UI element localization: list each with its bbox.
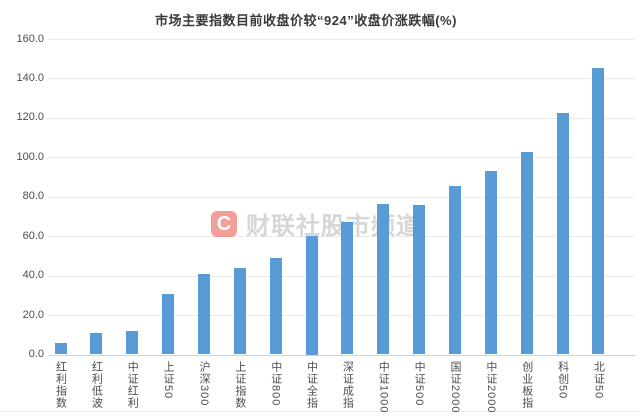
y-axis-tick-label: 100.0	[16, 150, 44, 163]
watermark-text: 财联社股市频道	[246, 213, 421, 240]
bar	[305, 236, 318, 355]
x-axis-label: 深证成指	[341, 360, 354, 409]
bar	[449, 185, 462, 355]
bar	[197, 273, 210, 355]
x-axis-label: 红利指数	[54, 360, 67, 409]
gridline	[48, 39, 635, 40]
bar	[162, 294, 175, 355]
bar	[90, 333, 103, 355]
bar	[520, 151, 533, 355]
gridline	[48, 196, 635, 198]
x-axis-label: 中证红利	[126, 360, 139, 409]
y-axis-tick-label: 160.0	[16, 32, 44, 45]
x-axis-label: 中证800	[269, 360, 282, 406]
gridline	[48, 78, 635, 80]
y-axis-tick-label: 80.0	[22, 190, 44, 203]
bar	[54, 342, 67, 355]
x-axis-label: 中证2000	[484, 360, 497, 413]
x-axis-label: 国证2000	[449, 360, 462, 413]
y-axis-tick-label: 60.0	[22, 229, 44, 242]
x-axis-label: 科创50	[556, 360, 569, 399]
x-axis-label: 中证1000	[377, 360, 390, 413]
bar	[377, 204, 390, 355]
bar	[341, 222, 354, 355]
cailianshe-logo-icon: C	[211, 210, 237, 237]
x-axis-label: 中证500	[413, 360, 426, 406]
bar	[413, 205, 426, 355]
bottom-divider	[0, 411, 640, 412]
bar	[592, 68, 605, 355]
y-axis-tick-label: 0.0	[28, 348, 44, 360]
y-axis-tick-label: 40.0	[22, 269, 44, 282]
x-axis-label: 上证50	[162, 360, 175, 399]
bar	[556, 113, 569, 355]
watermark: C 财联社股市频道	[211, 206, 421, 241]
x-axis-label: 创业板指	[520, 360, 533, 409]
x-axis-label: 上证指数	[233, 360, 246, 409]
x-axis-label: 沪深300	[197, 360, 210, 406]
gridline	[48, 157, 635, 159]
x-axis-line	[48, 354, 635, 356]
x-axis-label: 红利低波	[90, 360, 103, 409]
bar	[484, 170, 497, 355]
y-axis-tick-label: 120.0	[16, 111, 44, 124]
x-axis-label: 北证50	[592, 360, 605, 399]
y-axis-tick-label: 140.0	[16, 71, 44, 84]
gridline	[48, 117, 635, 119]
x-axis-label: 中证全指	[305, 360, 318, 409]
y-axis-tick-label: 20.0	[22, 308, 44, 321]
bar	[233, 268, 246, 355]
bar	[269, 258, 282, 355]
bar	[126, 331, 139, 355]
chart-title: 市场主要指数目前收盘价较“924”收盘价涨跌幅(%)	[155, 13, 457, 28]
